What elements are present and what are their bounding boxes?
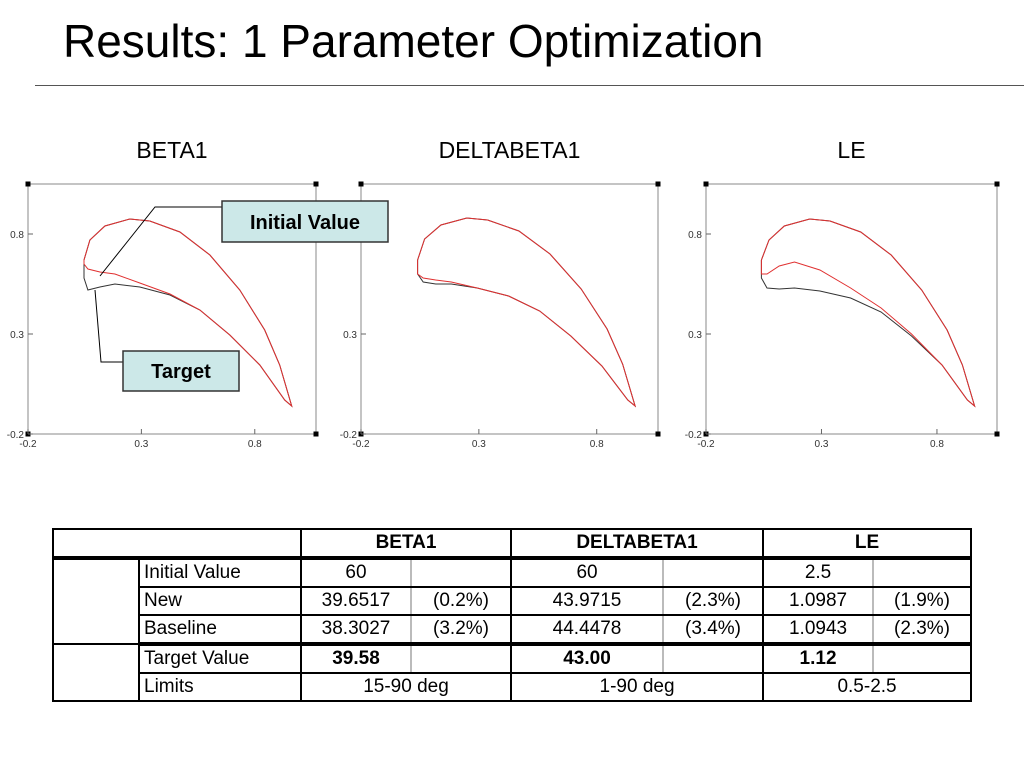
- frame-handle: [655, 181, 661, 187]
- chart-title: DELTABETA1: [439, 137, 581, 163]
- plot-frame: [705, 183, 998, 435]
- cell: 38.3027: [300, 614, 412, 646]
- cell: 43.9715: [510, 586, 665, 616]
- row: New 39.6517 (0.2%) 43.9715 (2.3%) 1.0987 (1…: [53, 586, 973, 616]
- chart-title: BETA1: [136, 137, 207, 163]
- cell: 1-90 deg: [510, 672, 765, 702]
- leader-line: [99, 206, 222, 277]
- cell: 60: [510, 557, 665, 588]
- cell: [52, 528, 302, 560]
- x-tick-label: -0.2: [697, 439, 715, 450]
- row: Limits 15-90 deg 1-90 deg 0.5-2.5: [53, 672, 973, 702]
- header-row: BETA1 DELTABETA1 LE: [52, 528, 973, 560]
- header-cell: DELTABETA1: [510, 528, 765, 560]
- cell: [52, 557, 140, 645]
- cell: (3.4%): [662, 614, 765, 646]
- cell: 43.00: [510, 643, 665, 674]
- frame-handle: [655, 431, 661, 437]
- frame-handle: [313, 431, 319, 437]
- cell: [872, 643, 973, 674]
- cell: 15-90 deg: [299, 672, 513, 702]
- cell: 2.5: [762, 557, 875, 588]
- cell: (3.2%): [409, 614, 513, 646]
- cell: [872, 557, 973, 588]
- x-tick-label: 0.3: [472, 439, 486, 450]
- row-label: Target Value: [138, 643, 302, 674]
- cell: 0.5-2.5: [762, 672, 973, 702]
- row-label: Baseline: [138, 614, 302, 646]
- callout-box: [122, 350, 240, 392]
- x-tick-label: -0.2: [19, 439, 37, 450]
- cell: [409, 557, 513, 588]
- y-tick-label: 0.3: [688, 330, 702, 341]
- airfoil-line: [760, 218, 976, 408]
- y-tick-label: -0.2: [7, 430, 25, 441]
- cell: [662, 557, 765, 588]
- cell: (0.2%): [409, 586, 513, 616]
- airfoil-line: [417, 217, 637, 408]
- callout-label: Target: [151, 361, 211, 383]
- airfoil-line: [83, 218, 293, 408]
- x-tick-label: 0.3: [134, 439, 148, 450]
- cell: (2.3%): [662, 586, 765, 616]
- cell: [409, 643, 513, 674]
- row: Target Value 39.58 43.00 1.12: [52, 643, 973, 702]
- y-tick-label: 0.8: [688, 230, 702, 241]
- plot-frame: [27, 183, 317, 435]
- cell: 60: [300, 557, 412, 588]
- cell: 39.58: [300, 643, 412, 674]
- y-tick-label: 0.3: [343, 330, 357, 341]
- row: Initial Value 60 60 2.5: [52, 557, 973, 645]
- airfoil-line: [417, 217, 637, 408]
- x-tick-label: 0.3: [815, 439, 829, 450]
- callout-box: [221, 200, 389, 243]
- x-tick-label: 0.8: [930, 439, 944, 450]
- row-label: Limits: [138, 672, 302, 702]
- results-table: BETA1 DELTABETA1 LE Initial Value 60 60 …: [52, 528, 973, 702]
- row: Baseline 38.3027 (3.2%) 44.4478 (3.4%) 1.0…: [53, 614, 973, 646]
- y-tick-label: -0.2: [685, 430, 703, 441]
- cell: (2.3%): [872, 614, 973, 646]
- x-tick-label: -0.2: [352, 439, 370, 450]
- frame-handle: [994, 181, 1000, 187]
- leader-line: [94, 289, 123, 363]
- x-tick-label: 0.8: [248, 439, 262, 450]
- cell: 1.0943: [762, 614, 875, 646]
- cell: 1.0987: [762, 586, 875, 616]
- frame-handle: [994, 431, 1000, 437]
- row-label: Initial Value: [138, 557, 302, 588]
- header-cell: BETA1: [299, 528, 513, 560]
- plot-frame: [360, 183, 659, 435]
- cell: 44.4478: [510, 614, 665, 646]
- y-tick-label: 0.8: [10, 230, 24, 241]
- frame-handle: [703, 181, 709, 187]
- frame-handle: [358, 181, 364, 187]
- y-tick-label: 0.3: [10, 330, 24, 341]
- cell: 39.6517: [300, 586, 412, 616]
- airfoil-line: [760, 218, 976, 408]
- row-label: New: [138, 586, 302, 616]
- chart-title: LE: [837, 137, 865, 163]
- cell: 1.12: [762, 643, 875, 674]
- cell: (1.9%): [872, 586, 973, 616]
- title-rule: [35, 85, 1024, 86]
- callout-label: Initial Value: [250, 212, 360, 234]
- header-cell: LE: [762, 528, 973, 560]
- plots: BETA1 -0.2 0.3 0.8 -0.2 0.3 0.8 DELTABETA1 -0.2 0…: [7, 137, 1000, 450]
- slide-title: Results: 1 Parameter Optimization: [63, 15, 764, 67]
- frame-handle: [313, 181, 319, 187]
- y-tick-label: -0.2: [340, 430, 358, 441]
- x-tick-label: 0.8: [590, 439, 604, 450]
- cell: [662, 643, 765, 674]
- frame-handle: [25, 181, 31, 187]
- cell: [52, 643, 140, 702]
